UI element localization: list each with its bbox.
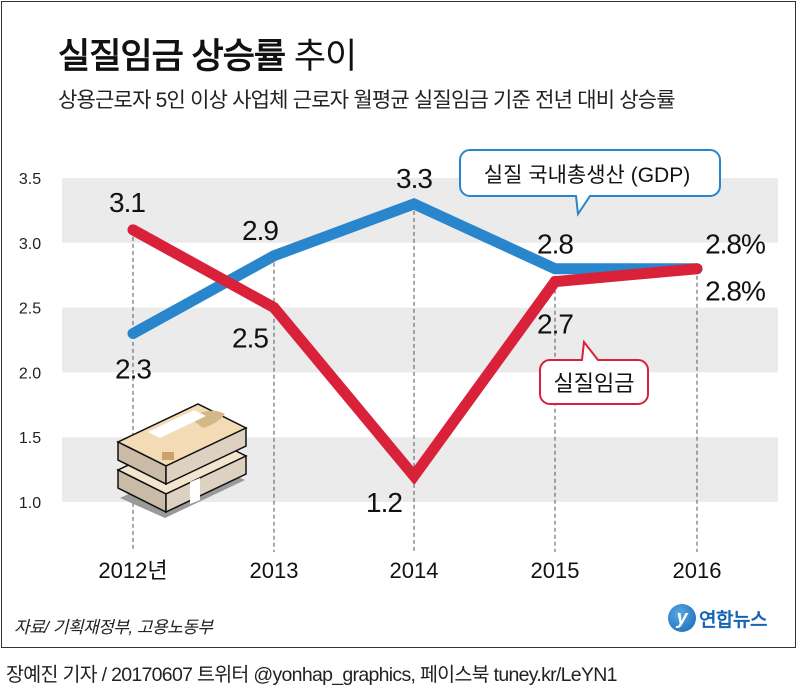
x-tick-label: 2012년 [98, 558, 167, 583]
band-strip [148, 410, 206, 438]
data-label-wage: 2.5 [232, 323, 268, 354]
data-label-gdp: 2.3 [115, 354, 151, 385]
yonhap-logo-text: 연합뉴스 [699, 609, 767, 631]
data-label-wage: 1.2 [366, 487, 402, 518]
data-label-gdp: 2.9 [242, 215, 278, 246]
series-lines [127, 197, 703, 486]
credit-line: 장예진 기자 / 20170607 트위터 @yonhap_graphics, … [6, 664, 617, 686]
title-light: 추이 [293, 37, 357, 76]
legend-wage: 실질임금 [554, 371, 635, 396]
y-tick-label: 1.5 [19, 430, 41, 447]
gdp-callout-box [459, 149, 721, 217]
band-strip-side [190, 478, 200, 504]
legend-gdp: 실질 국내총생산 (GDP) [484, 164, 690, 187]
data-label-gdp: 2.8% [705, 229, 765, 260]
data-label-gdp: 3.3 [396, 163, 432, 194]
wage-callout-box [539, 339, 649, 405]
chart-title: 실질임금 상승률 추이 [58, 28, 357, 79]
y-axis-ticks: 1.0 1.5 2.0 2.5 3.0 3.5 [19, 171, 41, 512]
x-tick-label: 2013 [250, 558, 299, 583]
y-tick-label: 1.0 [19, 495, 41, 512]
bill-mark [162, 452, 174, 460]
bundle-bottom-side [165, 454, 247, 514]
x-tick-label: 2015 [531, 558, 580, 583]
chart-subtitle: 상용근로자 5인 이상 사업체 근로자 월평균 실질임금 기준 전년 대비 상승… [58, 89, 676, 112]
wage-callout: 실질임금 [539, 339, 649, 405]
data-label-wage: 2.7 [537, 309, 573, 340]
y-tick-label: 3.5 [19, 171, 41, 188]
gdp-callout: 실질 국내총생산 (GDP) [459, 149, 721, 217]
y-tick-label: 2.5 [19, 301, 41, 318]
x-tick-label: 2016 [673, 558, 722, 583]
data-labels: 2.3 2.9 3.3 2.8 2.8% 3.1 2.5 1.2 2.7 2.8% [109, 163, 766, 518]
grid-band [62, 307, 778, 373]
title-bold: 실질임금 상승률 [58, 37, 286, 76]
source-note: 자료/ 기획재정부, 고용노동부 [14, 618, 213, 637]
data-label-wage: 2.8% [705, 276, 765, 307]
x-axis-ticks: 2012년 2013 2014 2015 2016 [98, 558, 721, 583]
y-tick-label: 3.0 [19, 236, 41, 253]
data-label-gdp: 2.8 [537, 229, 573, 260]
x-tick-label: 2014 [390, 558, 439, 583]
y-tick-label: 2.0 [19, 365, 41, 382]
bundle-top-side [165, 426, 247, 486]
money-stack-illustration [116, 403, 248, 518]
yonhap-logo-icon: y [668, 604, 696, 632]
yonhap-logo: y 연합뉴스 [668, 604, 767, 632]
data-label-wage: 3.1 [109, 187, 145, 218]
